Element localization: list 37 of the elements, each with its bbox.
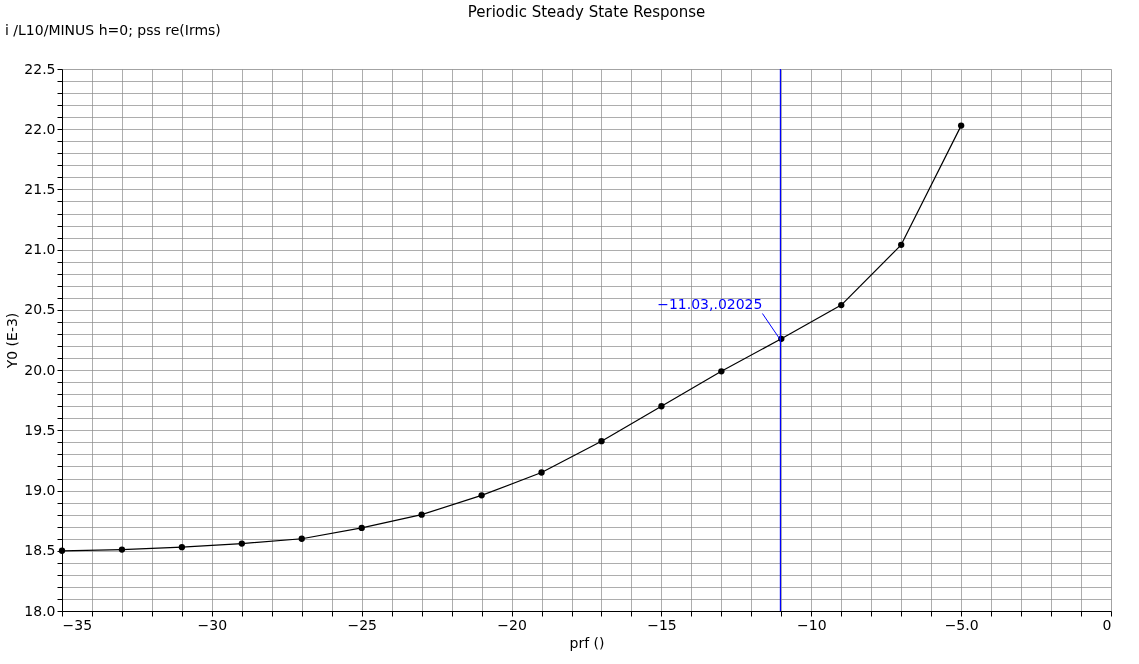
x-tick-label: −10 xyxy=(797,616,827,633)
x-tick-label: 0 xyxy=(1102,616,1112,633)
point xyxy=(538,469,545,476)
point xyxy=(358,524,365,532)
point xyxy=(718,368,725,375)
point xyxy=(658,403,665,410)
x-axis-title: prf () xyxy=(569,634,605,651)
y-tick-label: 22.5 xyxy=(24,60,56,77)
point xyxy=(478,492,485,499)
x-tick-label: −30 xyxy=(197,616,228,633)
y-tick-label: 19.5 xyxy=(24,421,56,438)
text: i /L10/MINUS h=0; pss re(Irms) xyxy=(5,22,221,38)
point xyxy=(838,301,845,309)
y-tick-label: 21.5 xyxy=(24,180,56,197)
y-tick-label: 18.5 xyxy=(24,542,56,559)
x-tick-label: −5.0 xyxy=(944,616,979,633)
y-tick-label: 21.0 xyxy=(24,241,56,258)
point xyxy=(598,438,605,445)
y-tick-label: 20.0 xyxy=(24,361,56,378)
x-tick-label: −25 xyxy=(347,616,377,633)
point xyxy=(298,535,305,542)
y-tick-label: 20.5 xyxy=(24,301,56,318)
y-axis-title: Y0 (E-3) xyxy=(4,312,21,370)
x-tick-label: −15 xyxy=(647,616,677,633)
x-tick-label: −20 xyxy=(497,616,527,633)
point xyxy=(238,540,245,547)
chart-title: Periodic Steady State Response xyxy=(467,3,706,21)
y-tick-label: 19.0 xyxy=(24,482,56,499)
y-tick-label: 18.0 xyxy=(24,602,56,619)
point xyxy=(118,546,126,553)
x-tick-label: −35 xyxy=(62,616,93,633)
point xyxy=(898,241,905,248)
point xyxy=(178,544,186,551)
point xyxy=(418,511,425,518)
point xyxy=(957,122,965,129)
annotation: −11.03,.02025 xyxy=(657,296,763,312)
y-tick-label: 22.0 xyxy=(24,120,56,137)
